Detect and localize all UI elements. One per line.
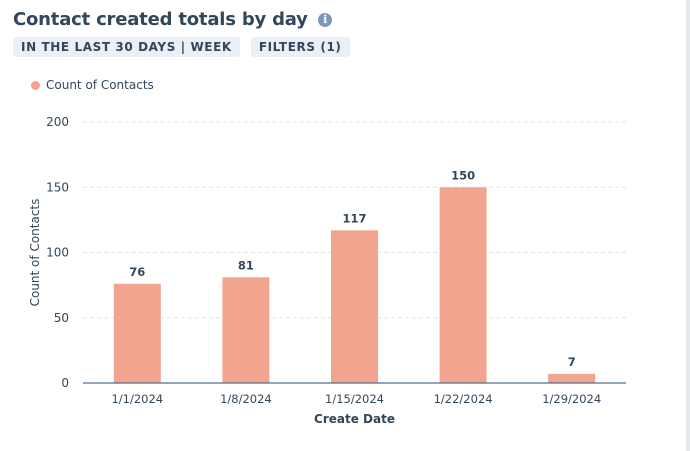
- x-tick-label: 1/22/2024: [434, 392, 493, 406]
- x-tick-label: 1/15/2024: [325, 392, 384, 406]
- y-tick-label: 100: [46, 246, 69, 260]
- y-tick-label: 200: [46, 115, 69, 129]
- legend-label: Count of Contacts: [46, 78, 154, 92]
- y-tick-label: 50: [54, 311, 69, 325]
- bar[interactable]: [113, 283, 161, 383]
- bar[interactable]: [548, 373, 596, 383]
- report-title: Contact created totals by day: [13, 9, 308, 30]
- legend-swatch: [31, 80, 40, 90]
- x-axis-title: Create Date: [314, 412, 395, 426]
- frame-edge: [686, 0, 690, 451]
- date-range-filter-button[interactable]: IN THE LAST 30 DAYS | WEEK: [13, 37, 240, 57]
- data-label: 76: [129, 265, 145, 279]
- y-tick-label: 150: [46, 180, 69, 194]
- data-label: 117: [342, 211, 366, 225]
- filters-button[interactable]: FILTERS (1): [250, 37, 350, 57]
- chart-legend: Count of Contacts: [31, 78, 154, 92]
- data-label: 150: [451, 168, 475, 182]
- x-tick-label: 1/8/2024: [220, 392, 272, 406]
- filter-chips: IN THE LAST 30 DAYS | WEEK FILTERS (1): [13, 37, 350, 57]
- bar[interactable]: [331, 230, 378, 383]
- x-tick-label: 1/29/2024: [542, 392, 601, 406]
- info-icon[interactable]: i: [318, 12, 333, 27]
- data-label: 81: [238, 258, 254, 272]
- report-header: Contact created totals by day i: [13, 9, 333, 30]
- bar[interactable]: [439, 187, 487, 383]
- y-tick-label: 0: [61, 376, 69, 390]
- data-label: 7: [568, 355, 576, 369]
- y-axis-title: Count of Contacts: [28, 199, 42, 307]
- bar[interactable]: [222, 277, 270, 383]
- x-tick-label: 1/1/2024: [111, 392, 163, 406]
